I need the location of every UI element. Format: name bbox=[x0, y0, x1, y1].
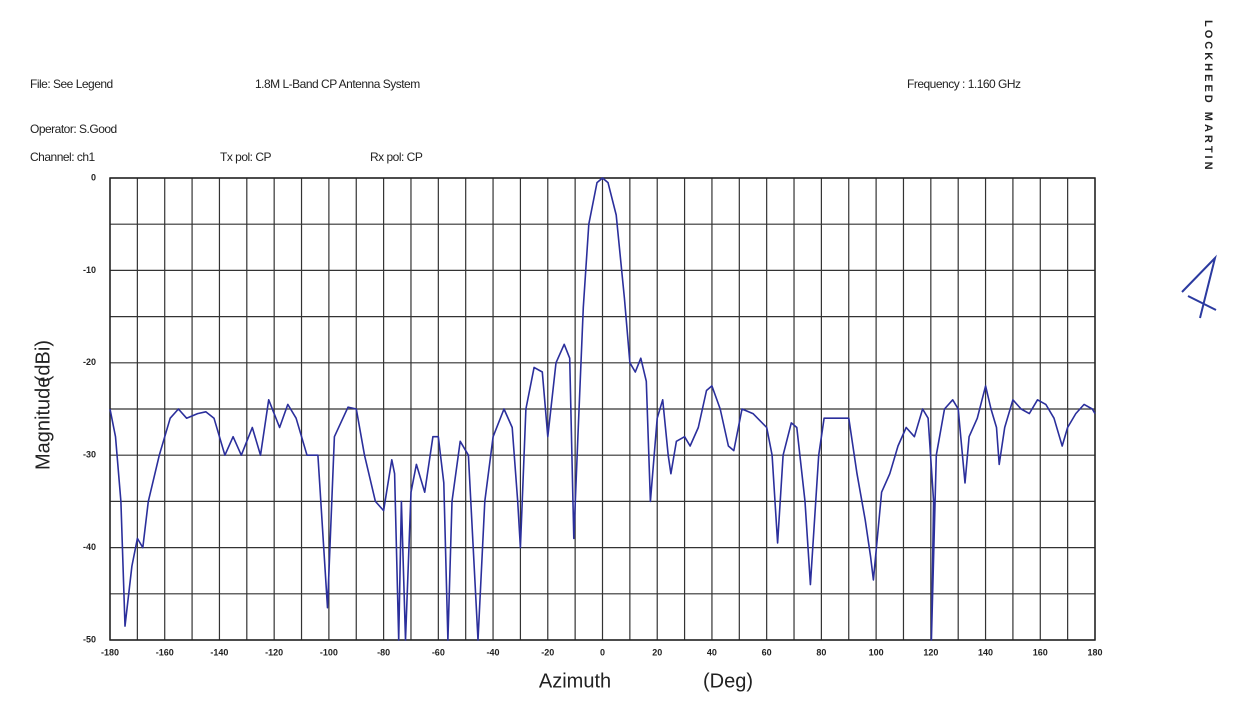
frequency-label: Frequency : 1.160 GHz bbox=[907, 77, 1021, 91]
x-tick-label: 20 bbox=[652, 647, 662, 657]
channel-label: Channel: ch1 bbox=[30, 150, 96, 164]
data-line bbox=[109, 177, 1096, 641]
x-tick-label: -140 bbox=[210, 647, 228, 657]
y-tick-label: 0 bbox=[91, 172, 96, 182]
x-tick-label: 80 bbox=[816, 647, 826, 657]
x-tick-label: 100 bbox=[869, 647, 884, 657]
x-tick-label: -20 bbox=[541, 647, 554, 657]
x-tick-label: -60 bbox=[432, 647, 445, 657]
x-tick-label: -120 bbox=[265, 647, 283, 657]
y-axis-title: Magnitude bbox=[32, 377, 54, 470]
x-tick-label: 160 bbox=[1033, 647, 1048, 657]
x-tick-label: 60 bbox=[762, 647, 772, 657]
operator-label: Operator: S.Good bbox=[30, 122, 117, 136]
x-tick-label: -80 bbox=[377, 647, 390, 657]
tx-pol-label: Tx pol: CP bbox=[220, 150, 272, 164]
x-tick-label: 0 bbox=[600, 647, 605, 657]
y-axis-unit: (dBi) bbox=[32, 340, 54, 382]
x-tick-label: 140 bbox=[978, 647, 993, 657]
y-tick-label: -30 bbox=[83, 450, 96, 460]
y-tick-label: -10 bbox=[83, 265, 96, 275]
x-tick-label: -100 bbox=[320, 647, 338, 657]
logo-text: LOCKHEED MARTIN bbox=[1202, 20, 1214, 173]
rx-pol-label: Rx pol: CP bbox=[370, 150, 423, 164]
file-label: File: See Legend bbox=[30, 77, 113, 91]
logo-star bbox=[1181, 254, 1217, 319]
x-tick-label: 40 bbox=[707, 647, 717, 657]
x-tick-label: -40 bbox=[487, 647, 500, 657]
x-tick-label: 180 bbox=[1087, 647, 1102, 657]
x-tick-label: 120 bbox=[923, 647, 938, 657]
y-tick-label: -20 bbox=[83, 357, 96, 367]
y-tick-label: -50 bbox=[83, 634, 96, 644]
x-tick-label: -160 bbox=[156, 647, 174, 657]
system-title: 1.8M L-Band CP Antenna System bbox=[255, 77, 420, 91]
x-axis-title: Azimuth bbox=[539, 670, 611, 692]
x-axis-unit: (Deg) bbox=[703, 670, 753, 692]
x-tick-label: -180 bbox=[101, 647, 119, 657]
y-tick-label: -40 bbox=[83, 542, 96, 552]
